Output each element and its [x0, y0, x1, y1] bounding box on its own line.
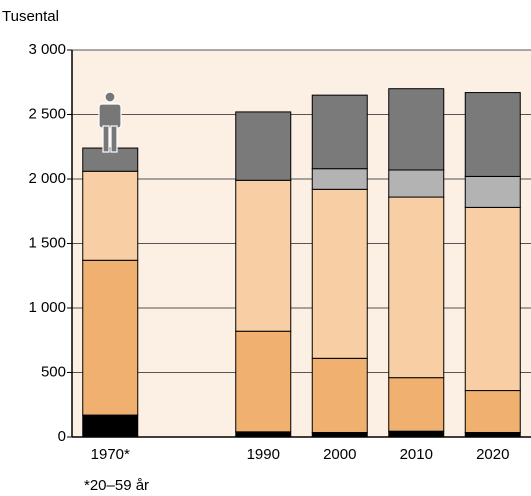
bar-segment [235, 111, 292, 181]
bar-segment [464, 206, 521, 392]
x-tick-label: 1970* [91, 446, 130, 463]
y-tick-label: 500 [41, 363, 66, 380]
person-icon [98, 91, 122, 153]
footnote: *20–59 år [84, 477, 149, 494]
bar-segment [311, 94, 368, 170]
bar-segment [388, 88, 445, 171]
bar-segment [82, 170, 139, 261]
bar-segment [82, 414, 139, 438]
bar-segment [388, 377, 445, 432]
bar-segment [235, 431, 292, 438]
y-tick-label: 2 000 [28, 170, 66, 187]
y-tick-label: 1 000 [28, 299, 66, 316]
y-tick-label: 3 000 [28, 41, 66, 58]
bar-segment [235, 179, 292, 332]
bar-segment [388, 169, 445, 198]
bar-segment [388, 196, 445, 379]
bar-segment [82, 259, 139, 416]
bar-segment [311, 357, 368, 433]
x-tick-label: 2010 [400, 446, 433, 463]
bar-segment [82, 147, 139, 172]
x-tick-label: 1990 [247, 446, 280, 463]
bar-segment [464, 175, 521, 208]
y-tick-label: 0 [58, 428, 66, 445]
y-tick-label: 2 500 [28, 105, 66, 122]
bar-segment [311, 168, 368, 190]
bar-segment [464, 390, 521, 433]
y-tick-label: 1 500 [28, 234, 66, 251]
y-axis-label: Tusental [2, 8, 59, 25]
x-tick-label: 2020 [476, 446, 509, 463]
bar-segment [311, 188, 368, 359]
x-tick-label: 2000 [323, 446, 356, 463]
bar-segment [235, 330, 292, 433]
bars [82, 88, 521, 438]
bar-segment [388, 430, 445, 438]
bar-segment [464, 92, 521, 177]
